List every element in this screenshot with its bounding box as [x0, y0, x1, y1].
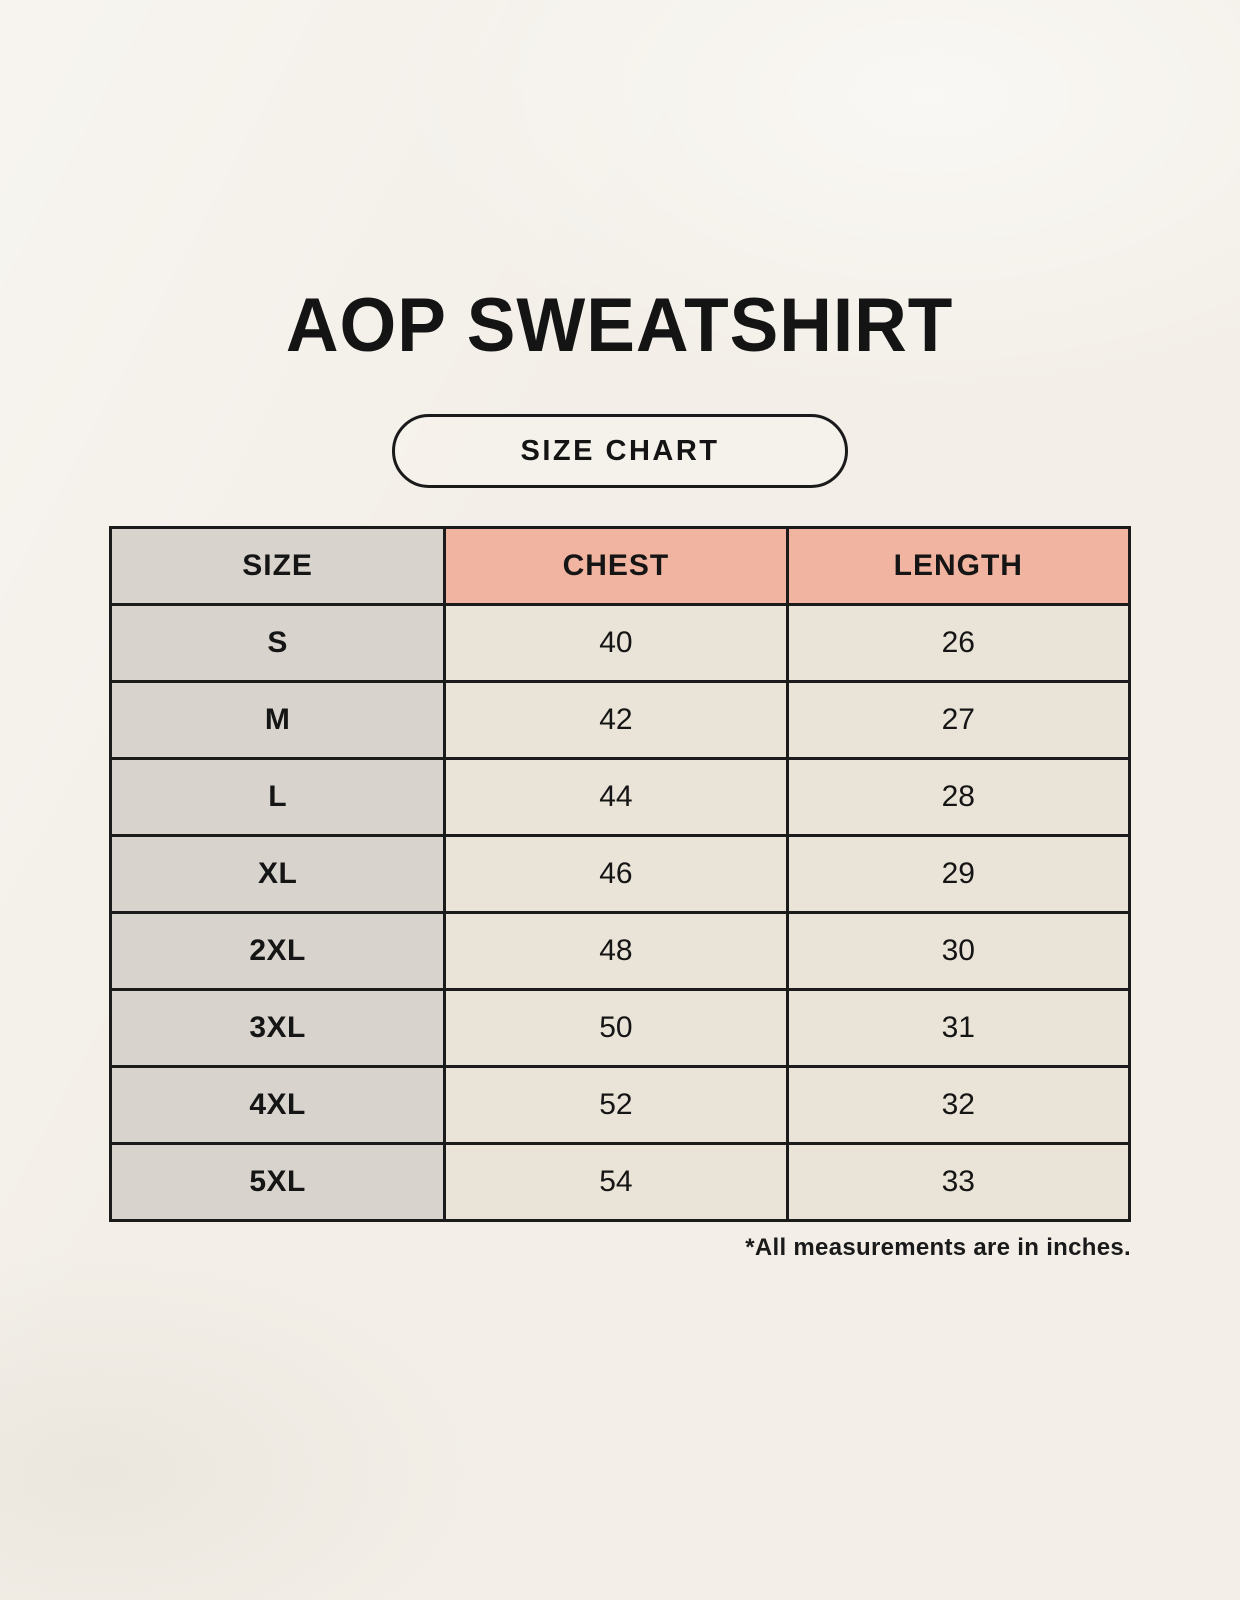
column-header-chest: CHEST	[443, 526, 789, 606]
table-row: XL 46 29	[108, 834, 1132, 914]
size-chart-badge-label: SIZE CHART	[520, 434, 720, 467]
table-row: 4XL 52 32	[108, 1065, 1132, 1145]
table-row: 5XL 54 33	[108, 1142, 1132, 1222]
size-cell: 5XL	[108, 1142, 447, 1222]
size-cell: 2XL	[108, 911, 447, 991]
chest-cell: 48	[443, 911, 789, 991]
length-cell: 27	[785, 680, 1132, 760]
chest-cell: 54	[443, 1142, 789, 1222]
table-row: L 44 28	[108, 757, 1132, 837]
page-title: AOP SWEATSHIRT	[286, 283, 954, 368]
table-row: M 42 27	[108, 680, 1132, 760]
measurements-footnote: *All measurements are in inches.	[745, 1234, 1131, 1261]
size-cell: XL	[108, 834, 447, 914]
chest-cell: 42	[443, 680, 789, 760]
size-cell: M	[108, 680, 447, 760]
table-row: 3XL 50 31	[108, 988, 1132, 1068]
column-header-size: SIZE	[108, 526, 447, 606]
length-cell: 30	[785, 911, 1132, 991]
table-row: S 40 26	[108, 603, 1132, 683]
size-chart-badge: SIZE CHART	[392, 414, 848, 488]
chest-cell: 50	[443, 988, 789, 1068]
length-cell: 31	[785, 988, 1132, 1068]
length-cell: 26	[785, 603, 1132, 683]
chest-cell: 40	[443, 603, 789, 683]
length-cell: 28	[785, 757, 1132, 837]
size-cell: S	[108, 603, 447, 683]
length-cell: 32	[785, 1065, 1132, 1145]
chest-cell: 46	[443, 834, 789, 914]
table-header-row: SIZE CHEST LENGTH	[108, 526, 1132, 606]
length-cell: 29	[785, 834, 1132, 914]
chest-cell: 52	[443, 1065, 789, 1145]
chest-cell: 44	[443, 757, 789, 837]
size-cell: 3XL	[108, 988, 447, 1068]
size-cell: 4XL	[108, 1065, 447, 1145]
length-cell: 33	[785, 1142, 1132, 1222]
footnote-row: *All measurements are in inches.	[109, 1234, 1131, 1262]
size-chart-table: SIZE CHEST LENGTH S 40 26 M 42 27 L 44 2…	[108, 526, 1132, 1222]
size-cell: L	[108, 757, 447, 837]
column-header-length: LENGTH	[785, 526, 1132, 606]
table-row: 2XL 48 30	[108, 911, 1132, 991]
